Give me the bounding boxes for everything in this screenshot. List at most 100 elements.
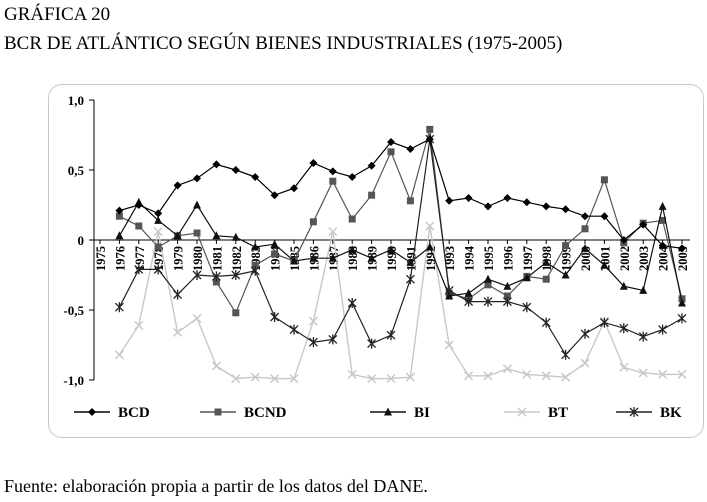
point-bk: [561, 349, 571, 360]
point-bk: [211, 271, 221, 282]
point-bi: [464, 288, 473, 297]
point-bcd: [290, 184, 298, 193]
point-bcd: [484, 202, 492, 211]
legend-label-bcd: BCD: [118, 405, 150, 421]
point-bcnd: [251, 261, 259, 269]
point-bcnd: [212, 278, 220, 286]
point-bk: [541, 317, 551, 328]
x-tick-label: 1996: [501, 246, 515, 271]
x-tick-label: 1993: [443, 246, 457, 271]
point-bt: [386, 374, 396, 384]
point-bcd: [193, 174, 201, 183]
point-bcnd: [193, 229, 201, 237]
point-bcnd: [503, 292, 511, 300]
point-bk: [192, 270, 202, 280]
point-bcnd: [309, 218, 317, 226]
x-tick-label: 1998: [540, 246, 554, 271]
point-bcd: [348, 173, 357, 181]
x-tick-label: 2001: [598, 246, 612, 271]
point-bk: [231, 270, 241, 280]
point-bt: [405, 372, 415, 382]
point-bt: [231, 374, 241, 384]
point-bt: [192, 313, 202, 323]
y-tick-label: 0: [78, 233, 85, 248]
point-bt: [638, 368, 648, 378]
chart-number-caption: GRÁFICA 20: [4, 4, 111, 25]
point-bcnd: [659, 216, 667, 224]
x-tick-label: 1980: [191, 246, 205, 271]
series-bt: [114, 221, 687, 384]
point-bcd: [231, 166, 240, 174]
point-bt: [250, 372, 260, 382]
point-bt: [425, 221, 435, 231]
point-bi: [348, 245, 357, 254]
point-bcnd: [581, 225, 589, 233]
point-bi: [154, 215, 163, 224]
point-bcnd: [484, 281, 492, 289]
point-bk: [677, 313, 687, 324]
point-bt: [522, 369, 532, 379]
series-line-bcd: [119, 138, 683, 249]
point-bk: [444, 285, 454, 296]
legend-item-bcd: BCD: [74, 405, 150, 421]
point-bi: [193, 200, 201, 209]
series-bcd: [115, 135, 686, 253]
point-bcd: [328, 167, 337, 176]
point-bcd: [658, 241, 667, 250]
point-bt: [619, 362, 629, 372]
x-tick-label: 2005: [676, 246, 690, 271]
point-bi: [251, 242, 260, 251]
point-bt: [347, 369, 357, 379]
point-bcnd: [348, 215, 356, 223]
legend-item-bcnd: BCND: [200, 405, 287, 421]
point-bt: [658, 369, 668, 379]
point-bt: [289, 374, 299, 384]
x-tick-label: 1994: [463, 245, 477, 271]
point-bt: [561, 372, 571, 382]
legend-item-bi: BI: [370, 405, 430, 421]
point-bk: [386, 330, 396, 341]
point-bk: [658, 324, 668, 335]
point-bk: [114, 302, 124, 313]
point-bcd: [581, 212, 589, 221]
point-bt: [308, 316, 318, 326]
y-tick-label: -0,5: [63, 303, 84, 318]
point-bk: [522, 302, 532, 313]
point-bi: [445, 291, 454, 300]
point-bi: [658, 201, 667, 210]
point-bcnd: [368, 191, 376, 199]
point-bcd: [212, 160, 221, 169]
point-bi: [678, 298, 686, 307]
point-bt: [270, 374, 280, 384]
point-bcnd: [542, 275, 550, 283]
point-bcnd: [115, 212, 123, 220]
point-bk: [638, 331, 648, 342]
point-bt: [114, 350, 124, 360]
point-bcnd: [154, 243, 162, 251]
point-bt: [153, 227, 163, 237]
point-bcnd: [135, 222, 143, 230]
point-bk: [308, 337, 318, 348]
point-bk: [347, 298, 357, 308]
x-tick-label: 1977: [133, 246, 147, 271]
point-bk: [134, 264, 144, 275]
point-bcd: [619, 236, 628, 244]
point-bcd: [309, 159, 318, 167]
point-bi: [328, 253, 337, 262]
point-bk: [619, 323, 629, 334]
point-bi: [639, 285, 648, 294]
point-bcd: [600, 212, 609, 221]
series-line-bk: [118, 139, 683, 356]
point-bk: [289, 324, 299, 335]
point-bcd: [154, 209, 163, 218]
legend-label-bi: BI: [414, 405, 430, 421]
point-bi: [561, 270, 570, 279]
point-bi: [600, 260, 609, 269]
x-tick-label: 1981: [210, 246, 224, 271]
point-bcnd: [426, 125, 434, 133]
point-bt: [211, 361, 221, 371]
point-bcd: [639, 220, 648, 229]
point-bt: [677, 369, 687, 379]
point-bcd: [542, 202, 551, 211]
point-bcnd: [271, 250, 279, 258]
